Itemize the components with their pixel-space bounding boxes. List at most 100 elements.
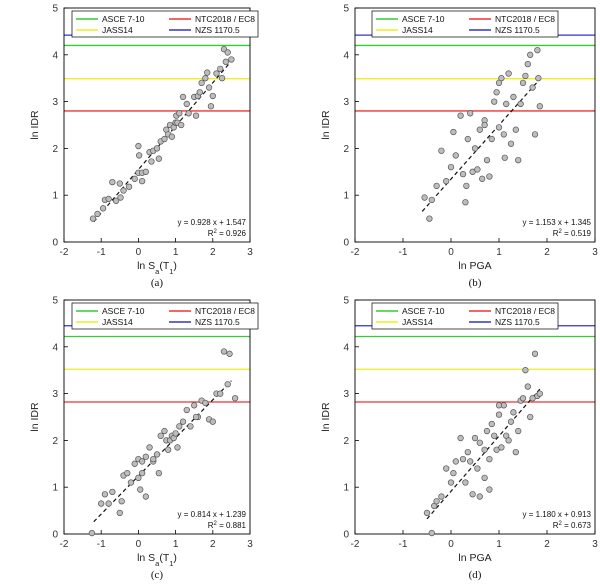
panel-4: -2 -1 0 1 2 3 0 1 2 3 4 5 ASCE 7-10 NTC2018 / EC8 JASS… — [320, 296, 598, 582]
data-point — [462, 199, 469, 206]
data-point — [524, 383, 531, 390]
data-point — [467, 458, 474, 465]
regression-line — [421, 78, 541, 212]
data-point — [474, 465, 481, 472]
r2-value: = 0.519 — [562, 229, 592, 238]
x-tick-label: 0 — [136, 539, 142, 550]
data-point — [510, 93, 517, 101]
data-point — [116, 509, 123, 517]
data-point — [155, 155, 163, 162]
x-tick-label: -1 — [97, 539, 106, 550]
x-axis-label-end: ) — [173, 260, 177, 272]
y-axis-label: ln IDR — [29, 402, 41, 432]
data-point — [483, 156, 491, 164]
legend-label: ASCE 7-10 — [102, 14, 145, 24]
data-point — [426, 215, 433, 222]
y-tick-label: 1 — [343, 191, 349, 202]
data-point — [486, 173, 493, 180]
data-point — [535, 75, 542, 82]
data-point — [498, 444, 505, 451]
data-point — [137, 486, 144, 493]
data-point — [493, 89, 500, 96]
data-point — [187, 423, 194, 430]
data-point — [125, 183, 133, 190]
y-axis-label: ln IDR — [320, 110, 332, 140]
data-point — [507, 418, 515, 425]
r2-superscript: 2 — [214, 229, 218, 235]
data-point — [109, 488, 116, 496]
data-point — [452, 152, 459, 159]
data-point — [138, 458, 146, 465]
data-point — [447, 163, 455, 171]
fit-r2: R2 = 0.926 — [208, 229, 247, 238]
fit-equation: y = 0.928 x + 1.547 — [178, 218, 247, 227]
data-point — [488, 135, 495, 143]
fit-r2: R2 = 0.881 — [208, 521, 247, 530]
data-point — [471, 434, 479, 442]
legend-label: ASCE 7-10 — [402, 14, 445, 24]
data-point — [519, 79, 527, 87]
data-point — [531, 350, 539, 357]
data-point — [443, 178, 450, 185]
data-point — [495, 411, 503, 418]
data-point — [118, 498, 125, 505]
data-point — [101, 491, 109, 498]
data-point — [148, 158, 155, 165]
data-point — [464, 135, 471, 143]
r2-symbol: R — [553, 229, 559, 238]
data-point — [183, 406, 190, 414]
data-point — [443, 465, 450, 472]
data-point — [135, 152, 143, 159]
y-tick-label: 0 — [52, 530, 58, 541]
y-tick-label: 4 — [52, 342, 58, 353]
data-point — [217, 65, 224, 72]
panel-caption: (c) — [151, 569, 164, 581]
y-tick-label: 2 — [52, 144, 58, 155]
y-tick-label: 4 — [343, 342, 349, 353]
x-tick-label: -2 — [60, 247, 69, 258]
x-tick-label: 2 — [210, 539, 216, 550]
data-point — [481, 446, 488, 453]
x-tick-label: 2 — [544, 539, 550, 550]
data-point — [467, 110, 474, 117]
y-axis-label: ln IDR — [29, 110, 41, 140]
data-point — [481, 474, 488, 481]
data-point — [202, 399, 209, 407]
data-point — [218, 75, 226, 82]
panel-caption: (b) — [469, 277, 482, 289]
data-point — [486, 455, 493, 463]
x-axis-label-main: ln PGA — [458, 260, 491, 272]
x-tick-label: 3 — [247, 539, 253, 550]
data-point — [519, 395, 527, 402]
data-point — [161, 135, 168, 143]
data-point — [172, 430, 179, 437]
y-axis-label: ln IDR — [320, 402, 332, 432]
data-point — [135, 474, 142, 481]
r2-superscript: 2 — [559, 521, 563, 527]
data-point — [89, 215, 97, 222]
data-point — [469, 491, 476, 498]
x-tick-label: -1 — [399, 247, 408, 258]
x-axis-label-end: ) — [173, 552, 177, 564]
legend-label: NZS 1170.5 — [495, 25, 540, 35]
data-point — [138, 178, 146, 185]
y-tick-label: 0 — [52, 238, 58, 249]
data-point — [209, 418, 216, 425]
data-point — [476, 439, 483, 446]
data-point — [105, 195, 112, 203]
fit-r2: R2 = 0.519 — [553, 229, 592, 238]
y-tick-label: 3 — [343, 389, 349, 400]
data-point — [88, 529, 96, 537]
x-axis-label-sub2: 1 — [169, 267, 173, 276]
data-point — [198, 79, 205, 87]
data-point — [505, 437, 512, 444]
data-point — [457, 434, 464, 442]
data-point — [112, 197, 120, 204]
data-point — [176, 423, 183, 430]
data-point — [500, 131, 507, 138]
legend-label: NTC2018 / EC8 — [495, 306, 555, 316]
data-point — [433, 498, 440, 505]
data-point — [209, 92, 216, 100]
x-tick-label: 0 — [448, 539, 454, 550]
y-tick-label: 5 — [52, 4, 58, 15]
